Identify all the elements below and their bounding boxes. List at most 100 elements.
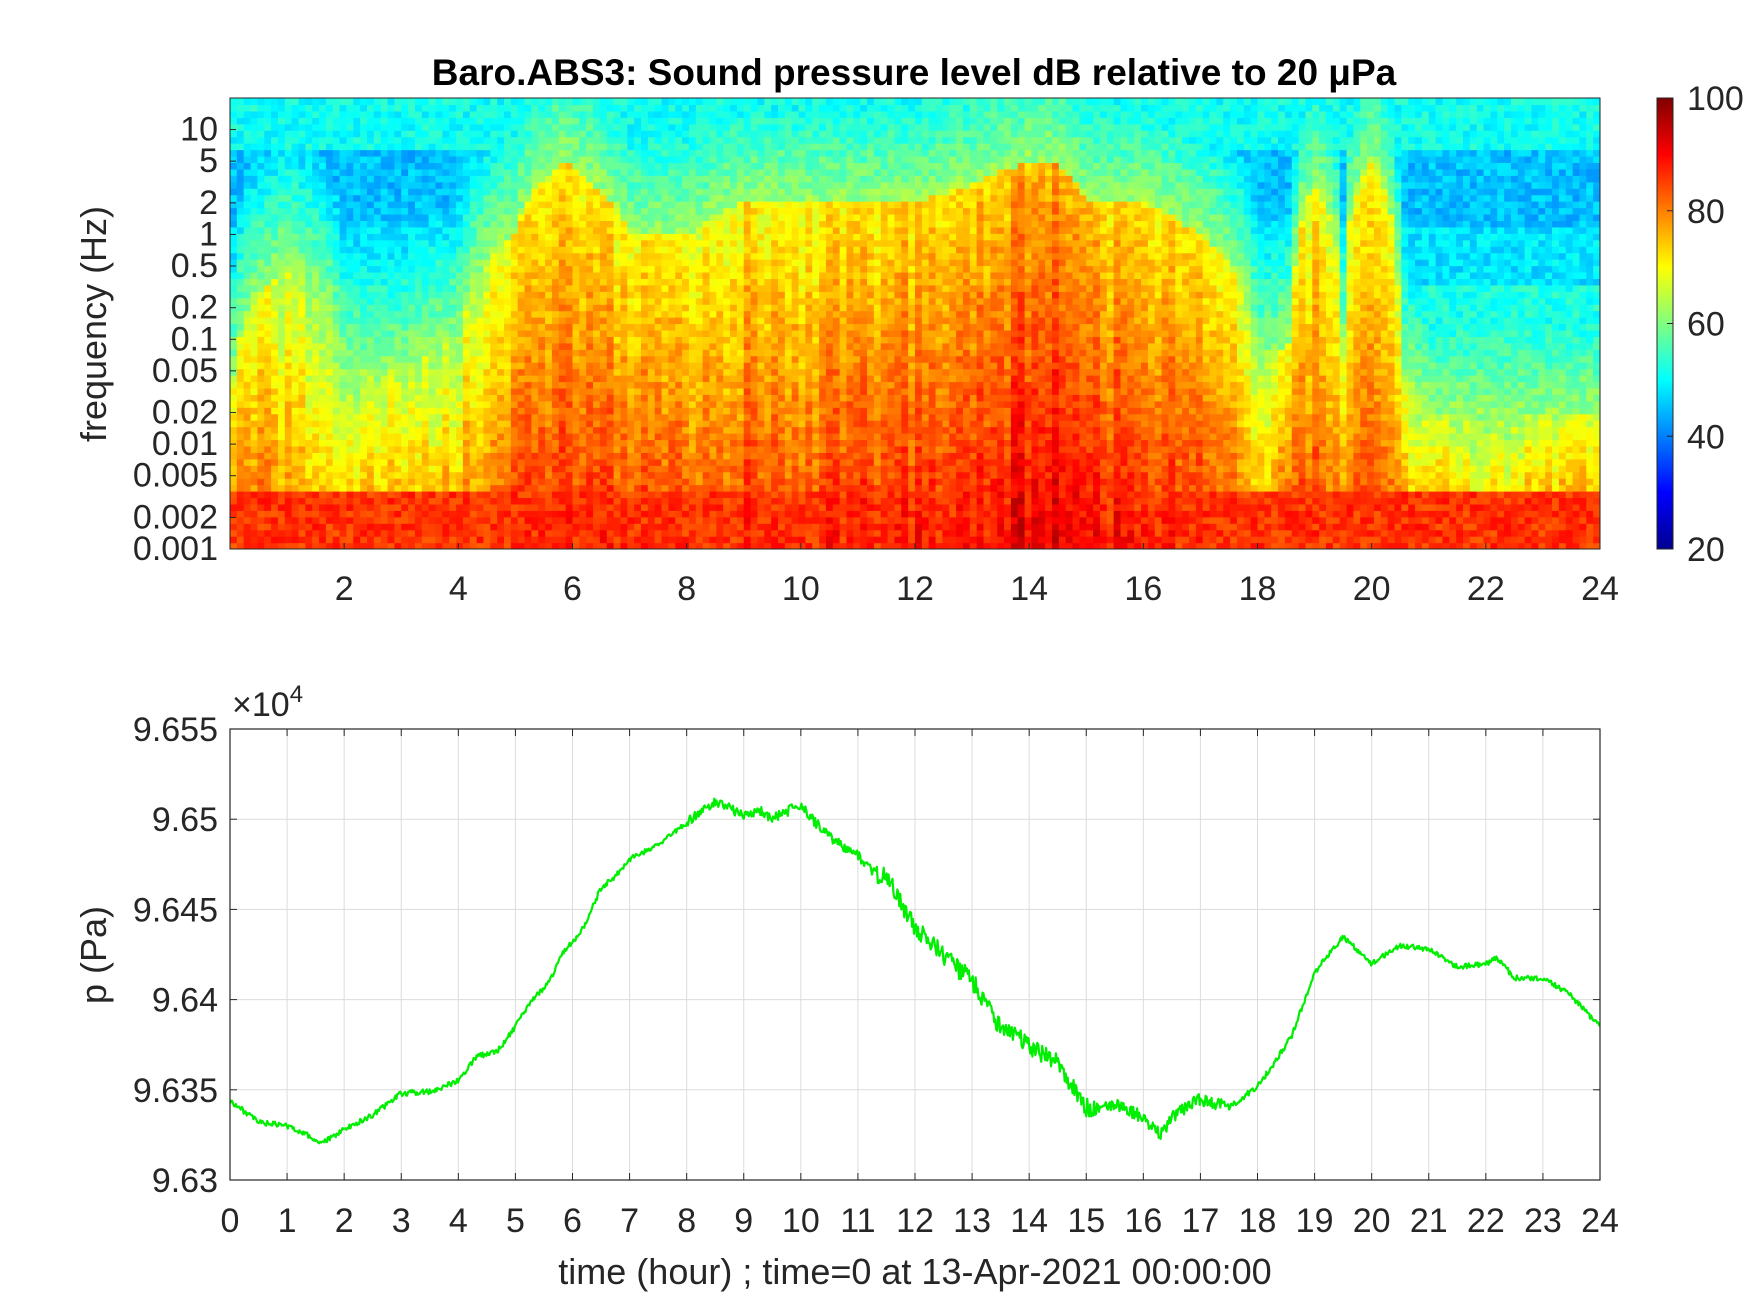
spectrogram-cell — [504, 304, 512, 312]
spectrogram-cell — [339, 355, 348, 363]
spectrogram-cell — [593, 194, 601, 202]
spectrogram-cell — [469, 445, 478, 453]
spectrogram-cell — [230, 484, 238, 492]
spectrogram-cell — [702, 407, 711, 415]
spectrogram-cell — [435, 110, 443, 118]
spectrogram-cell — [558, 297, 567, 305]
spectrogram-cell — [634, 529, 642, 537]
spectrogram-cell — [695, 523, 704, 531]
spectrogram-cell — [449, 201, 457, 209]
spectrogram-cell — [613, 168, 622, 176]
spectrogram-cell — [442, 155, 450, 164]
spectrogram-cell — [360, 181, 368, 189]
spectrogram-cell — [620, 420, 628, 428]
spectrogram-cell — [476, 259, 485, 267]
spectrogram-cell — [504, 471, 512, 479]
spectrogram-cell — [641, 271, 649, 279]
spectrogram-cell — [572, 471, 580, 479]
spectrogram-cell — [688, 175, 697, 183]
spectrogram-cell — [462, 458, 471, 466]
spectrogram-cell — [408, 465, 416, 473]
spectrogram-cell — [401, 536, 409, 544]
spectrogram-cell — [462, 259, 471, 267]
spectrogram-cell — [264, 413, 272, 421]
spectrogram-cell — [387, 439, 395, 447]
spectrogram-cell — [490, 478, 498, 486]
spectrogram-cell — [469, 536, 478, 544]
spectrogram-cell — [401, 239, 409, 247]
spectrogram-cell — [456, 188, 464, 196]
spectrogram-cell — [298, 233, 306, 241]
spectrogram-cell — [442, 439, 450, 447]
spectrogram-cell — [387, 355, 395, 363]
spectrogram-cell — [483, 175, 491, 183]
spectrogram-cell — [586, 413, 594, 421]
spectrogram-cell — [476, 336, 485, 344]
spectrogram-cell — [435, 194, 443, 202]
spectrogram-cell — [257, 375, 265, 383]
spectrogram-cell — [476, 143, 485, 151]
spectrogram-cell — [346, 497, 354, 505]
spectrogram-cell — [627, 98, 635, 106]
spectrogram-cell — [688, 259, 697, 267]
spectrogram-cell — [469, 246, 478, 254]
spectrogram-cell — [620, 478, 628, 486]
spectrogram-cell — [291, 478, 300, 486]
spectrogram-cell — [599, 271, 608, 279]
spectrogram-cell — [551, 400, 560, 408]
spectrogram-cell — [271, 207, 279, 215]
spectrogram-cell — [531, 381, 539, 389]
spectrogram-cell — [510, 323, 519, 331]
spectrogram-cell — [682, 400, 690, 408]
spectrogram-cell — [236, 220, 245, 228]
spectrogram-cell — [620, 310, 628, 318]
spectrogram-cell — [524, 220, 532, 228]
spectrogram-cell — [504, 278, 512, 286]
spectrogram-cell — [360, 362, 368, 370]
spectrogram-cell — [305, 201, 313, 209]
spectrogram-cell — [236, 149, 245, 157]
spectrogram-cell — [298, 536, 306, 544]
spectrogram-cell — [394, 387, 402, 395]
spectrogram-cell — [277, 136, 286, 144]
spectrogram-cell — [332, 162, 341, 170]
spectrogram-cell — [264, 503, 272, 511]
spectrogram-cell — [572, 413, 580, 421]
spectrogram-cell — [414, 104, 423, 112]
spectrogram-cell — [291, 523, 300, 531]
spectrogram-cell — [387, 445, 395, 453]
spectrogram-cell — [606, 284, 615, 292]
spectrogram-cell — [319, 362, 327, 370]
spectrogram-cell — [490, 536, 498, 544]
spectrogram-cell — [305, 484, 313, 492]
spectrogram-cell — [230, 213, 238, 222]
spectrogram-cell — [647, 529, 656, 537]
spectrogram-cell — [538, 304, 546, 312]
spectrogram-cell — [483, 201, 491, 209]
spectrogram-cell — [702, 542, 711, 549]
spectrogram-cell — [312, 188, 320, 196]
spectrogram-cell — [565, 271, 574, 279]
spectrogram-cell — [641, 484, 649, 492]
spectrogram-cell — [593, 291, 601, 299]
spectrogram-cell — [373, 123, 382, 131]
spectrogram-cell — [291, 246, 300, 254]
spectrogram-cell — [264, 317, 272, 325]
spectrogram-cell — [236, 201, 245, 209]
spectrogram-cell — [401, 394, 409, 402]
spectrogram-cell — [380, 381, 389, 389]
spectrogram-cell — [291, 491, 300, 499]
spectrogram-cell — [312, 117, 320, 125]
spectrogram-cell — [504, 265, 512, 273]
spectrogram-cell — [325, 529, 334, 537]
spectrogram-cell — [675, 420, 683, 428]
spectrogram-cell — [510, 420, 519, 428]
spectrogram-cell — [599, 149, 608, 157]
spectrogram-cell — [531, 297, 539, 305]
spectrogram-cell — [387, 413, 395, 421]
spectrogram-cell — [695, 400, 704, 408]
spectrogram-cell — [586, 529, 594, 537]
spectrogram-cell — [558, 433, 567, 441]
spectrogram-cell — [688, 304, 697, 312]
spectrogram-cell — [524, 387, 532, 395]
